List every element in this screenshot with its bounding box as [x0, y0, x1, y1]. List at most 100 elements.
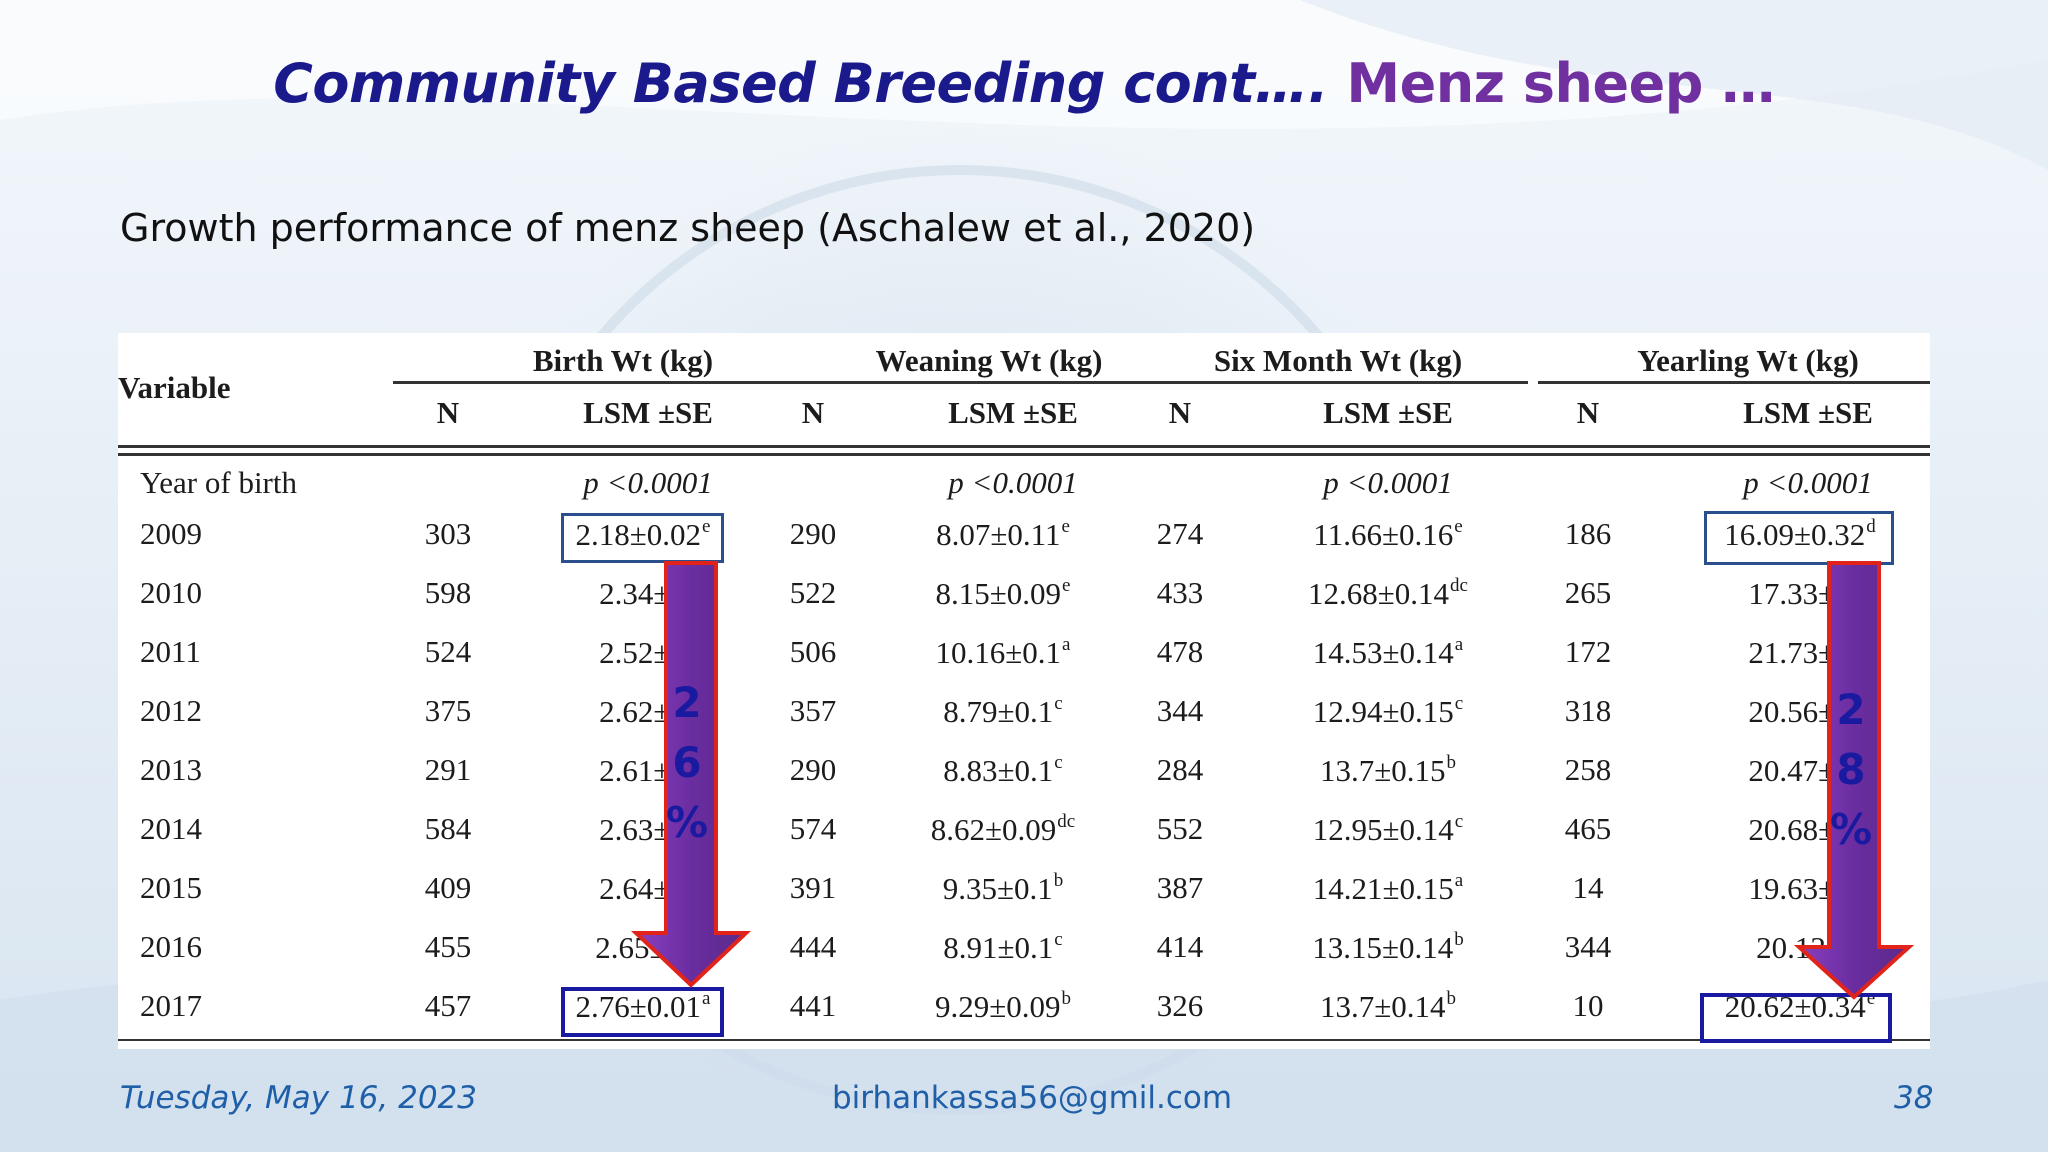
cell-n: 465 — [1564, 811, 1612, 846]
cell-lsm-value: 8.07±0.11 — [936, 517, 1061, 552]
header-lsm-birth: LSM ±SE — [583, 395, 713, 430]
cell-n: 10 — [1572, 988, 1604, 1023]
cell-lsm: 8.62±0.09dc — [883, 811, 1123, 848]
cell-lsm: 2.76±0.01a — [523, 988, 763, 1025]
cell-lsm: 8.07±0.11e — [883, 516, 1123, 553]
cell-lsm-value: 8.62±0.09 — [930, 812, 1057, 847]
cell-lsm: 2.64±0 — [523, 870, 763, 907]
cell-lsm: 17.33±0 — [1680, 575, 1920, 612]
cell-lsm: 13.15±0.14b — [1268, 929, 1508, 966]
cell-n: 357 — [789, 693, 837, 728]
cell-lsm-value: 11.66±0.16 — [1313, 517, 1454, 552]
cell-lsm-superscript: c — [1054, 693, 1063, 714]
rule-weaning — [753, 381, 1238, 384]
cell-lsm: 2.63±0 — [523, 811, 763, 848]
cell-lsm: 2.65±0. — [523, 929, 763, 966]
row-year: 2009 — [140, 516, 202, 551]
footer-email[interactable]: birhankassa56@gmil.com — [832, 1080, 1233, 1116]
pvalue-birth: p <0.0001 — [583, 465, 713, 500]
cell-lsm-value: 8.15±0.09 — [935, 576, 1062, 611]
title-sub: Menz sheep … — [1346, 52, 1775, 115]
cell-lsm-superscript: b — [1061, 988, 1072, 1009]
cell-n: 457 — [424, 988, 472, 1023]
cell-n: 524 — [424, 634, 472, 669]
cell-lsm: 13.7±0.15b — [1268, 752, 1508, 789]
cell-lsm: 21.73±0 — [1680, 634, 1920, 671]
cell-n: 290 — [789, 516, 837, 551]
cell-lsm-superscript: b — [1446, 752, 1457, 773]
header-birth-wt: Birth Wt (kg) — [532, 343, 714, 378]
cell-n: 303 — [424, 516, 472, 551]
cell-n: 478 — [1156, 634, 1204, 669]
row-year: 2011 — [140, 634, 201, 669]
row-year: 2016 — [140, 929, 202, 964]
cell-lsm-value: 21.73±0 — [1748, 635, 1851, 670]
cell-n: 375 — [424, 693, 472, 728]
cell-lsm-superscript: a — [1062, 634, 1071, 655]
cell-n: 291 — [424, 752, 472, 787]
cell-lsm: 20.68±0 — [1680, 811, 1920, 848]
row-year: 2013 — [140, 752, 202, 787]
cell-lsm-value: 12.94±0.15 — [1312, 694, 1454, 729]
callout-birth-char-3: % — [665, 798, 709, 847]
cell-lsm-superscript: b — [1053, 870, 1064, 891]
cell-n: 258 — [1564, 752, 1612, 787]
cell-n: 265 — [1564, 575, 1612, 610]
rule-header-bottom-2 — [118, 453, 1930, 456]
cell-lsm-superscript: c — [1054, 929, 1063, 950]
title-main: Community Based Breeding cont…. — [273, 52, 1329, 115]
cell-lsm: 20.47±0 — [1680, 752, 1920, 789]
callout-yearling-char-1: 2 — [1836, 685, 1866, 734]
highlight-birth-2009 — [561, 513, 724, 563]
cell-n: 290 — [789, 752, 837, 787]
cell-lsm-superscript: c — [1454, 693, 1464, 714]
header-variable: Variable — [118, 370, 231, 405]
slide-title: Community Based Breeding cont…. Menz she… — [0, 52, 2048, 115]
cell-lsm: 8.83±0.1c — [883, 752, 1123, 789]
row-year: 2017 — [140, 988, 202, 1023]
cell-lsm-value: 8.79±0.1 — [943, 694, 1054, 729]
highlight-yearling-2017 — [1700, 993, 1892, 1043]
cell-lsm-value: 13.15±0.14 — [1312, 930, 1454, 965]
section-year-of-birth: Year of birth — [140, 465, 297, 500]
cell-n: 506 — [789, 634, 837, 669]
cell-lsm: 2.34±0 — [523, 575, 763, 612]
cell-lsm: 11.66±0.16e — [1268, 516, 1508, 553]
row-year: 2010 — [140, 575, 202, 610]
cell-lsm: 14.21±0.15a — [1268, 870, 1508, 907]
growth-performance-table: Variable Birth Wt (kg) Weaning Wt (kg) S… — [118, 333, 1930, 1049]
pvalue-six-month: p <0.0001 — [1323, 465, 1453, 500]
cell-lsm-value: 14.21±0.15 — [1312, 871, 1454, 906]
header-six-month-wt: Six Month Wt (kg) — [1213, 343, 1463, 378]
cell-n: 318 — [1564, 693, 1612, 728]
cell-lsm-superscript: e — [1454, 516, 1463, 537]
slide-subtitle: Growth performance of menz sheep (Aschal… — [120, 206, 1256, 250]
cell-lsm: 19.63±0 — [1680, 870, 1920, 907]
cell-n: 186 — [1564, 516, 1612, 551]
callout-yearling-char-2: 8 — [1836, 745, 1866, 794]
cell-n: 387 — [1156, 870, 1204, 905]
cell-lsm-value: 16.09±0.32 — [1724, 517, 1866, 552]
cell-lsm: 16.09±0.32d — [1680, 516, 1920, 553]
cell-lsm-superscript: e — [1062, 575, 1071, 596]
callout-birth-char-2: 6 — [672, 738, 702, 787]
cell-n: 284 — [1156, 752, 1204, 787]
cell-lsm: 9.35±0.1b — [883, 870, 1123, 907]
header-lsm-weaning: LSM ±SE — [948, 395, 1078, 430]
cell-lsm-value: 20.12± — [1756, 930, 1843, 965]
header-n-birth: N — [436, 395, 460, 430]
row-year: 2012 — [140, 693, 202, 728]
cell-lsm: 8.79±0.1c — [883, 693, 1123, 730]
highlight-birth-2017 — [561, 987, 724, 1037]
cell-lsm-value: 8.83±0.1 — [943, 753, 1054, 788]
pvalue-weaning: p <0.0001 — [948, 465, 1078, 500]
cell-n: 391 — [789, 870, 837, 905]
cell-lsm-superscript: d — [1866, 516, 1876, 537]
cell-n: 14 — [1572, 870, 1604, 905]
cell-lsm: 12.68±0.14dc — [1268, 575, 1508, 612]
callout-yearling-percent: 2 8 % — [1826, 680, 1876, 860]
cell-lsm-value: 8.91±0.1 — [943, 930, 1054, 965]
header-n-yearling: N — [1576, 395, 1600, 430]
row-year: 2014 — [140, 811, 202, 846]
cell-lsm-value: 19.63±0 — [1748, 871, 1851, 906]
